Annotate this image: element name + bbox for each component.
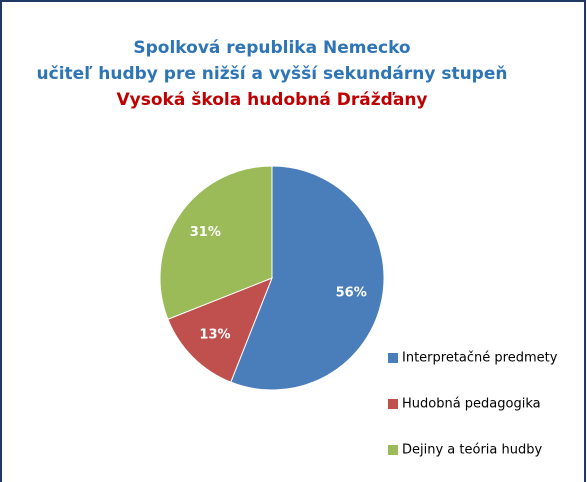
chart-title: Spolková republika Nemecko xyxy=(133,38,410,58)
legend-swatch xyxy=(388,399,398,409)
pie-slice xyxy=(159,165,273,320)
chart-title: učiteľ hudby pre nižší a vyšší sekundárn… xyxy=(37,64,508,84)
chart-title: Vysoká škola hudobná Drážďany xyxy=(117,90,428,110)
legend-swatch xyxy=(388,445,398,455)
data-label: 56% xyxy=(336,286,367,301)
pie-slice xyxy=(230,165,385,391)
legend-label: Interpretačné predmety xyxy=(402,351,558,366)
pie-slice xyxy=(167,277,273,383)
legend-label: Hudobná pedagogika xyxy=(402,397,541,412)
data-label: 13% xyxy=(199,328,230,343)
legend-label: Dejiny a teória hudby xyxy=(402,443,542,458)
data-label: 31% xyxy=(190,225,221,240)
legend-swatch xyxy=(388,353,398,363)
